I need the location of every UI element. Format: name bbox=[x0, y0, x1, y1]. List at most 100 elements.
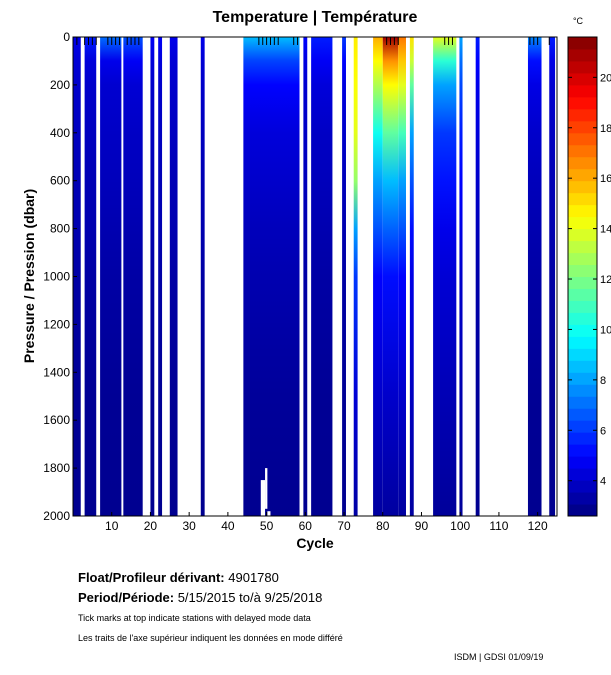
colorbar-segment bbox=[568, 204, 597, 218]
x-tick-label: 50 bbox=[260, 519, 274, 533]
colorbar-tick-label: 4 bbox=[600, 476, 606, 488]
colorbar-segment bbox=[568, 228, 597, 242]
colorbar-segment bbox=[568, 108, 597, 122]
y-tick-label: 200 bbox=[50, 78, 70, 92]
temperature-column bbox=[243, 37, 300, 516]
period-start: 5/15/2015 bbox=[177, 590, 236, 605]
colorbar-segment bbox=[568, 480, 597, 493]
colorbar-tick-label: 20 bbox=[600, 72, 611, 84]
temperature-column bbox=[353, 37, 358, 516]
axes: 10 20 30 40 50 60 70 80 90 100 110 1200200400600800… bbox=[43, 30, 550, 533]
y-tick-label: 800 bbox=[50, 222, 70, 236]
period-sep: to/à bbox=[239, 590, 261, 605]
colorbar-tick-label: 12 bbox=[600, 274, 611, 286]
colorbar-segment bbox=[568, 120, 597, 134]
temperature-column bbox=[123, 37, 143, 516]
colorbar-segment bbox=[568, 60, 597, 74]
x-tick-label: 20 bbox=[144, 519, 158, 533]
period-end: 9/25/2018 bbox=[264, 590, 323, 605]
colorbar-segment bbox=[568, 348, 597, 361]
colorbar-segment bbox=[568, 144, 597, 158]
colorbar-segment bbox=[568, 288, 597, 301]
x-tick-label: 80 bbox=[376, 519, 390, 533]
temperature-column bbox=[459, 37, 463, 516]
temperature-column bbox=[398, 37, 406, 516]
colorbar-segment bbox=[568, 37, 597, 50]
colorbar-segment bbox=[568, 72, 597, 86]
colorbar-segment bbox=[568, 180, 597, 194]
y-tick-label: 1200 bbox=[43, 317, 70, 331]
colorbar: 4 6 8 10 12 14 16 18 20 bbox=[567, 36, 611, 517]
colorbar-segment bbox=[568, 468, 597, 481]
colorbar-tick-label: 8 bbox=[600, 375, 606, 387]
float-label: Float/Profileur dérivant: bbox=[78, 570, 225, 585]
temperature-column bbox=[100, 37, 122, 516]
y-tick-label: 1400 bbox=[43, 365, 70, 379]
temperature-column bbox=[200, 37, 205, 516]
missing-data-patch bbox=[260, 480, 266, 516]
missing-data-patch bbox=[267, 511, 271, 516]
temperature-column bbox=[150, 37, 155, 516]
colorbar-segment bbox=[568, 396, 597, 409]
colorbar-frame bbox=[567, 36, 598, 517]
colorbar-segment bbox=[568, 444, 597, 457]
colorbar-segment bbox=[568, 216, 597, 230]
colorbar-tick-label: 10 bbox=[600, 324, 611, 336]
colorbar-segment bbox=[568, 96, 597, 110]
x-tick-label: 30 bbox=[182, 519, 196, 533]
colorbar-segment bbox=[568, 192, 597, 206]
colorbar-segment bbox=[568, 84, 597, 98]
colorbar-segment bbox=[568, 384, 597, 397]
y-tick-label: 1600 bbox=[43, 413, 70, 427]
float-id: 4901780 bbox=[228, 570, 279, 585]
temperature-column bbox=[382, 37, 399, 516]
colorbar-tick-label: 18 bbox=[600, 123, 611, 135]
colorbar-segment bbox=[568, 264, 597, 277]
colorbar-segment bbox=[568, 132, 597, 146]
temperature-column bbox=[475, 37, 480, 516]
temperature-column bbox=[311, 37, 333, 516]
temperature-column bbox=[84, 37, 97, 516]
colorbar-segment bbox=[568, 372, 597, 385]
colorbar-tick-label: 14 bbox=[600, 224, 611, 236]
y-tick-label: 0 bbox=[63, 30, 70, 44]
colorbar-segment bbox=[568, 312, 597, 325]
colorbar-segment bbox=[568, 168, 597, 182]
x-tick-label: 90 bbox=[415, 519, 429, 533]
x-tick-label: 120 bbox=[528, 519, 548, 533]
period-label: Period/Période: bbox=[78, 590, 175, 605]
note-english: Tick marks at top indicate stations with… bbox=[78, 613, 311, 623]
y-tick-label: 2000 bbox=[43, 509, 70, 523]
colorbar-segment bbox=[568, 408, 597, 421]
colorbar-tick-label: 16 bbox=[600, 173, 611, 185]
colorbar-segment bbox=[568, 420, 597, 433]
temperature-column bbox=[303, 37, 308, 516]
colorbar-unit: °C bbox=[573, 16, 584, 26]
colorbar-segment bbox=[568, 492, 597, 505]
x-axis-label: Cycle bbox=[296, 535, 334, 551]
x-tick-label: 100 bbox=[450, 519, 470, 533]
colorbar-segment bbox=[568, 156, 597, 170]
colorbar-segment bbox=[568, 240, 597, 254]
colorbar-segment bbox=[568, 276, 597, 289]
x-tick-label: 70 bbox=[337, 519, 351, 533]
y-tick-label: 1800 bbox=[43, 461, 70, 475]
colorbar-segment bbox=[568, 360, 597, 373]
x-tick-label: 40 bbox=[221, 519, 235, 533]
temperature-section-chart: Temperature | Température 10 20 30 40 50 60 70… bbox=[21, 9, 611, 551]
temperature-column bbox=[549, 37, 556, 516]
temperature-column bbox=[158, 37, 163, 516]
colorbar-segment bbox=[568, 456, 597, 469]
y-tick-label: 400 bbox=[50, 126, 70, 140]
y-axis-label: Pressure / Pression (dbar) bbox=[21, 189, 37, 363]
x-tick-label: 60 bbox=[299, 519, 313, 533]
colorbar-segment bbox=[568, 252, 597, 266]
x-tick-label: 10 bbox=[105, 519, 119, 533]
colorbar-segment bbox=[568, 324, 597, 337]
temperature-column bbox=[527, 37, 542, 516]
colorbar-segment bbox=[568, 300, 597, 313]
temperature-column bbox=[409, 37, 414, 516]
chart-title: Temperature | Température bbox=[213, 9, 418, 26]
temperature-column bbox=[342, 37, 346, 516]
heatmap-columns bbox=[73, 37, 556, 516]
